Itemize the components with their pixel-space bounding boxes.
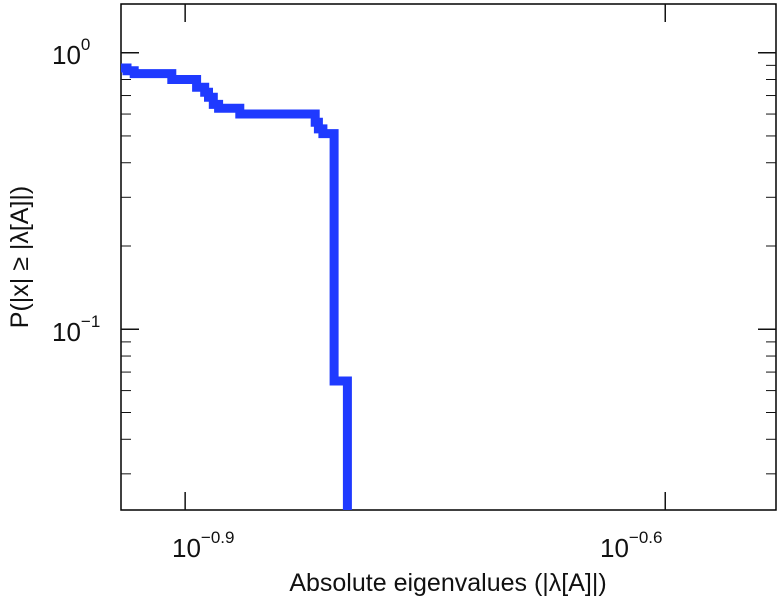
y-tick-label-2: 10−1 <box>52 312 100 347</box>
x-axis-title: Absolute eigenvalues (|λ[A]|) <box>289 569 606 597</box>
x-tick-label-1: 10−0.9 <box>172 528 234 563</box>
series-line <box>121 63 352 510</box>
plot-area <box>120 3 777 511</box>
y-tick-label-1: 100 <box>52 35 90 70</box>
major-ticks <box>121 4 776 510</box>
x-tick-label-2: 10−0.6 <box>600 528 662 563</box>
y-axis-title: P(|x| ≥ |λ[A]|) <box>6 186 34 328</box>
